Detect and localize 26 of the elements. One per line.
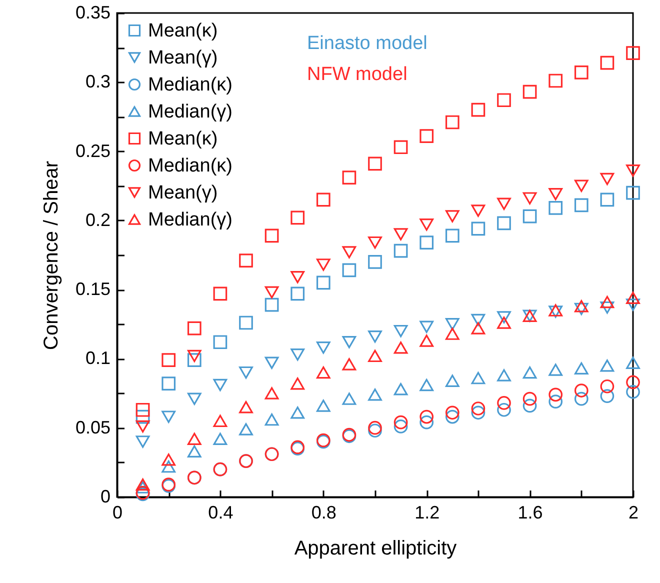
legend-label: Median(κ): [148, 74, 232, 96]
annotation: NFW model: [307, 64, 408, 85]
legend-label: Mean(κ): [148, 128, 218, 150]
y-axis-title: Convergence / Shear: [40, 160, 62, 350]
x-tick-label: 0.8: [311, 502, 336, 522]
x-tick-label: 1.6: [518, 502, 543, 522]
y-tick-label: 0.05: [75, 417, 110, 438]
x-tick-label: 2: [628, 502, 639, 522]
legend-label: Mean(γ): [148, 48, 218, 68]
legend-label: Mean(γ): [148, 182, 218, 204]
x-tick-label: 0: [112, 502, 123, 522]
annotation: Einasto model: [307, 33, 428, 54]
legend-label: Median(γ): [148, 210, 232, 230]
y-tick-label: 0.15: [75, 279, 110, 300]
y-tick-label: 0.35: [75, 2, 110, 22]
x-tick-label: 1.2: [414, 502, 440, 522]
y-tick-label: 0.1: [85, 348, 110, 368]
y-tick-label: 0: [100, 486, 110, 506]
x-tick-label: 0.4: [208, 502, 234, 522]
legend-label: Mean(κ): [148, 20, 218, 42]
legend-label: Median(γ): [148, 102, 232, 122]
legend-label: Median(κ): [148, 156, 232, 176]
y-tick-label: 0.25: [75, 140, 110, 161]
y-tick-label: 0.3: [85, 72, 110, 92]
x-axis-title: Apparent ellipticity: [294, 538, 457, 560]
y-tick-label: 0.2: [85, 210, 110, 230]
